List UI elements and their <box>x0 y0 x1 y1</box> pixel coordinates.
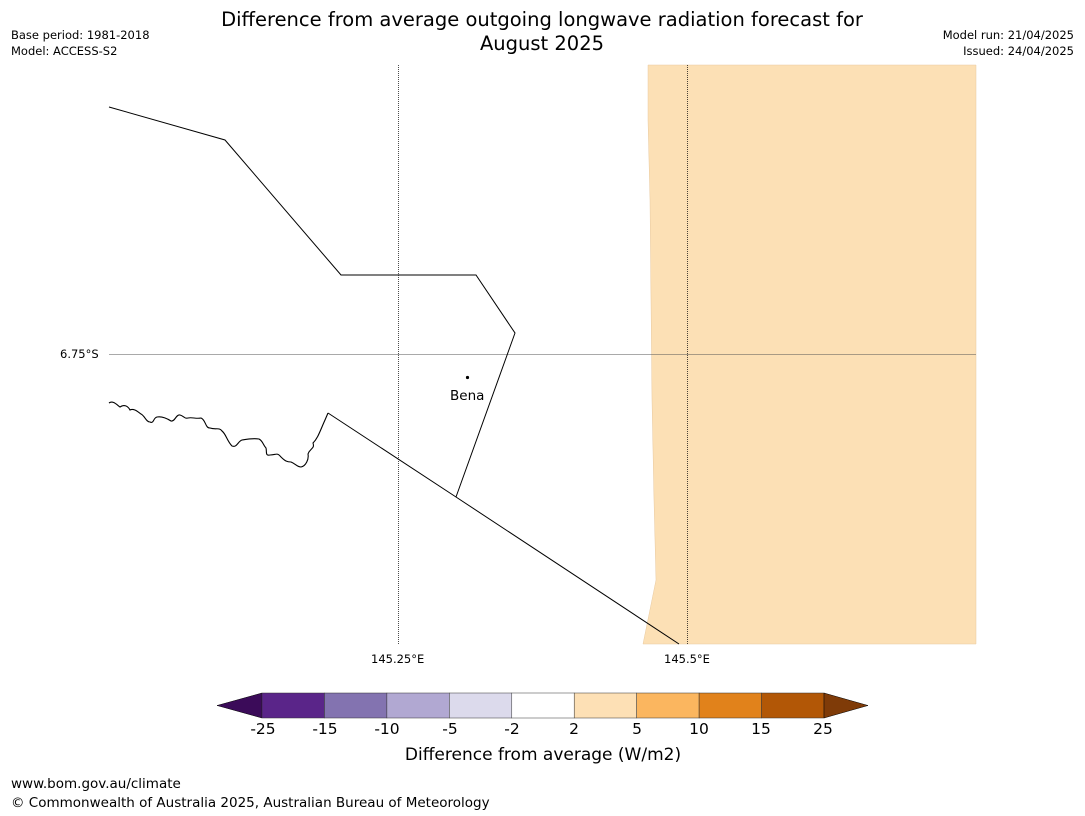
longitude-label-2: 145.5°E <box>664 652 710 666</box>
colorbar-segment <box>386 692 450 719</box>
issued-date: Issued: 24/04/2025 <box>963 44 1074 58</box>
colorbar-segment <box>261 692 325 719</box>
colorbar-tick: -5 <box>442 720 458 738</box>
colorbar-segment <box>698 692 762 719</box>
colorbar-tick: -10 <box>374 720 400 738</box>
page-title: Difference from average outgoing longwav… <box>192 8 892 56</box>
colorbar-tick: 15 <box>751 720 771 738</box>
colorbar-tick: -15 <box>312 720 338 738</box>
colorbar-segment <box>573 692 637 719</box>
title-line-2: August 2025 <box>479 32 605 55</box>
colorbar-extend-low <box>216 692 263 719</box>
colorbar-extend-high <box>823 692 869 719</box>
footer: www.bom.gov.au/climate © Commonwealth of… <box>11 775 490 813</box>
title-line-1: Difference from average outgoing longwav… <box>221 8 863 31</box>
latitude-label: 6.75°S <box>60 347 99 361</box>
river <box>108 401 329 468</box>
colorbar-segment <box>636 692 700 719</box>
header-right: Model run: 21/04/2025 Issued: 24/04/2025 <box>943 27 1074 59</box>
town-marker <box>465 375 470 380</box>
colorbar-tick: 25 <box>813 720 833 738</box>
colorbar-tick: -2 <box>504 720 520 738</box>
town-label: Bena <box>450 388 485 404</box>
colorbar-segment <box>761 692 825 719</box>
colorbar <box>216 692 869 719</box>
footer-copyright: © Commonwealth of Australia 2025, Austra… <box>11 795 490 811</box>
colorbar-tick: 5 <box>632 720 642 738</box>
district-boundary-south <box>327 412 680 645</box>
model-run: Model run: 21/04/2025 <box>942 28 1074 42</box>
colorbar-label: Difference from average (W/m2) <box>404 745 682 765</box>
header-left: Base period: 1981-2018 Model: ACCESS-S2 <box>11 27 150 59</box>
colorbar-segment <box>449 692 513 719</box>
footer-url: www.bom.gov.au/climate <box>11 776 181 792</box>
colorbar-segment <box>324 692 388 719</box>
colorbar-tick: 10 <box>689 720 709 738</box>
base-period: Base period: 1981-2018 <box>11 28 150 42</box>
model-name: Model: ACCESS-S2 <box>11 44 118 58</box>
district-boundary-north <box>108 106 516 498</box>
colorbar-tick: -25 <box>250 720 276 738</box>
longitude-label-1: 145.25°E <box>371 652 425 666</box>
colorbar-tick: 2 <box>569 720 579 738</box>
colorbar-segment <box>511 692 575 719</box>
